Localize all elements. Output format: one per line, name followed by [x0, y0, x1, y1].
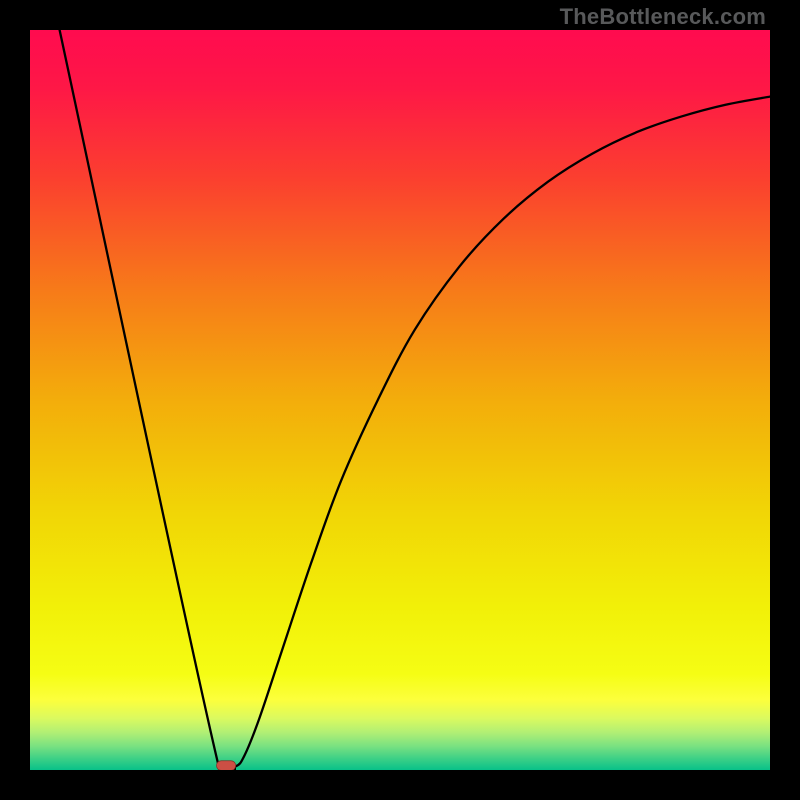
watermark-text: TheBottleneck.com: [560, 4, 766, 30]
optimum-marker: [216, 761, 235, 770]
gradient-background: [30, 30, 770, 770]
plot-area: [30, 30, 770, 770]
chart-svg: [30, 30, 770, 770]
outer-frame: TheBottleneck.com: [0, 0, 800, 800]
